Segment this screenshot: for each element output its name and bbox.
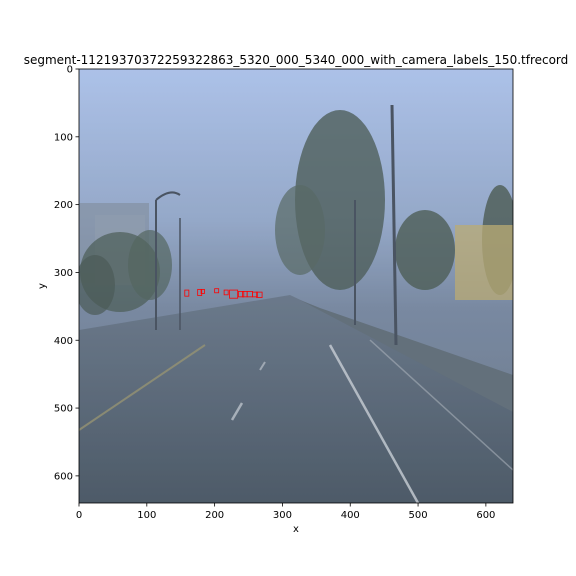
camera-label-box (184, 289, 190, 297)
foggy-rainy-street-photo (79, 69, 513, 503)
camera-label-box (252, 291, 258, 298)
x-tick-label: 400 (341, 510, 360, 521)
x-tick-label: 200 (205, 510, 224, 521)
y-axis-ticks: 0 100 200 300 400 500 600 (54, 65, 79, 482)
x-axis-label: x (293, 524, 299, 535)
y-tick-label: 0 (67, 65, 73, 76)
y-tick-label: 200 (54, 200, 73, 211)
y-tick-label: 500 (54, 404, 73, 415)
x-axis-ticks: 0 100 200 300 400 500 600 (76, 503, 495, 521)
camera-label-box (214, 288, 220, 294)
x-tick-label: 0 (76, 510, 82, 521)
camera-label-boxes (184, 288, 263, 299)
y-tick-label: 600 (54, 471, 73, 482)
camera-label-box (197, 288, 203, 296)
x-tick-label: 300 (273, 510, 292, 521)
x-tick-label: 500 (409, 510, 428, 521)
camera-label-box (229, 289, 239, 299)
camera-label-box (256, 291, 263, 298)
x-tick-label: 100 (137, 510, 156, 521)
y-tick-label: 400 (54, 336, 73, 347)
camera-label-box (200, 288, 205, 294)
y-tick-label: 100 (54, 132, 73, 143)
plot-frame (78, 68, 514, 504)
x-tick-label: 600 (476, 510, 495, 521)
camera-label-box (223, 289, 229, 296)
chart-title: segment-11219370372259322863_5320_000_53… (24, 53, 569, 67)
y-tick-label: 300 (54, 268, 73, 279)
y-axis-label: y (37, 283, 48, 289)
camera-label-box (237, 291, 245, 298)
